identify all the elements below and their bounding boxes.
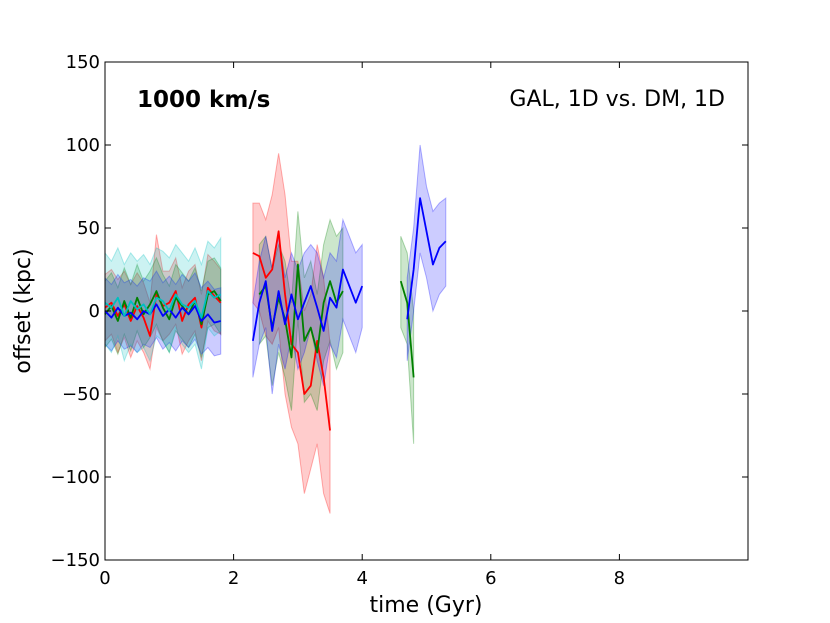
series-0-line-1 — [252, 230, 331, 431]
series-3-band-0 — [104, 236, 222, 370]
series-2-band-2 — [406, 144, 447, 361]
x-tick-label: 6 — [485, 568, 496, 589]
y-tick-label: −150 — [51, 550, 100, 571]
velocity-annotation: 1000 km/s — [137, 87, 270, 113]
series-2-band-1 — [252, 217, 363, 395]
y-tick-label: 50 — [77, 218, 100, 239]
x-axis-label: time (Gyr) — [370, 593, 483, 618]
y-tick-label: −100 — [51, 467, 100, 488]
x-tick-label: 2 — [228, 568, 239, 589]
series-2-line-1 — [252, 268, 364, 342]
x-tick-label: 0 — [99, 568, 110, 589]
axis-ticks: 0 2 4 6 8 −150 −100 −50 0 50 100 150 — [51, 52, 748, 589]
y-axis-label: offset (kpc) — [11, 248, 36, 373]
y-tick-label: 0 — [89, 301, 100, 322]
series-1-line-2 — [399, 280, 415, 378]
series-0-band-1 — [252, 153, 331, 514]
y-tick-label: −50 — [62, 384, 100, 405]
x-tick-label: 8 — [614, 568, 625, 589]
series-3-line-0 — [104, 290, 222, 319]
y-tick-label: 100 — [66, 135, 100, 156]
data-lines — [104, 197, 447, 431]
comparison-annotation: GAL, 1D vs. DM, 1D — [509, 87, 725, 112]
series-2-band-0 — [104, 270, 222, 357]
series-1-line-0 — [104, 290, 222, 326]
x-tick-label: 4 — [356, 568, 367, 589]
series-2-line-2 — [406, 197, 447, 320]
y-tick-label: 150 — [66, 52, 100, 73]
